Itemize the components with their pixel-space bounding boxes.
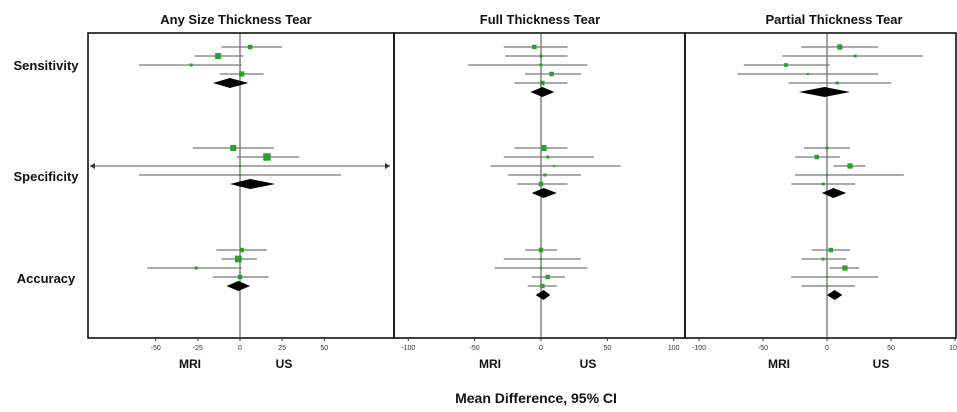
study-estimate-square <box>539 54 543 58</box>
panel-frame <box>684 32 957 339</box>
ci-arrow-left <box>90 163 95 169</box>
row-label-sensitivity: Sensitivity <box>13 58 79 73</box>
study-estimate-square <box>546 155 550 159</box>
study-estimate-square <box>539 266 543 270</box>
x-tick-label: 0 <box>825 345 829 352</box>
x-tick-label: 50 <box>603 345 611 352</box>
study-estimate-square <box>540 80 545 86</box>
side-label-us-1: US <box>276 357 293 371</box>
study-estimate-square <box>238 164 242 168</box>
study-estimate-square <box>237 274 243 280</box>
study-estimate-square <box>835 81 839 85</box>
x-tick-label: -50 <box>758 345 768 352</box>
summary-diamond <box>226 281 251 291</box>
study-estimate-square <box>239 71 245 77</box>
study-estimate-square <box>538 181 544 187</box>
study-estimate-square <box>543 173 547 177</box>
side-label-mri-1: MRI <box>179 357 201 371</box>
side-label-us-2: US <box>580 357 597 371</box>
study-estimate-square <box>189 63 193 67</box>
study-estimate-square <box>825 275 829 279</box>
panel-title-partial-thickness: Partial Thickness Tear <box>765 12 902 27</box>
x-tick-label: 100 <box>949 345 957 352</box>
study-estimate-square <box>539 257 543 261</box>
side-label-mri-3: MRI <box>768 357 790 371</box>
side-label-us-3: US <box>873 357 890 371</box>
study-estimate-square <box>806 72 809 76</box>
study-estimate-square <box>247 44 253 50</box>
x-tick-label: -100 <box>401 345 415 352</box>
study-estimate-square <box>234 255 242 263</box>
panel-title-any-size: Any Size Thickness Tear <box>160 12 312 27</box>
x-tick-label: 0 <box>238 345 242 352</box>
x-tick-label: 25 <box>278 345 286 352</box>
study-estimate-square <box>821 182 825 186</box>
summary-diamond <box>531 188 557 198</box>
x-axis-title: Mean Difference, 95% CI <box>455 390 617 406</box>
x-tick-label: 0 <box>539 345 543 352</box>
row-label-specificity: Specificity <box>13 169 79 184</box>
study-estimate-square <box>837 44 843 50</box>
study-estimate-square <box>825 284 829 288</box>
study-estimate-square <box>814 154 820 160</box>
study-estimate-square <box>215 53 222 59</box>
study-estimate-square <box>828 247 834 253</box>
summary-diamond <box>530 87 555 97</box>
summary-diamond <box>821 188 847 198</box>
x-tick-label: 50 <box>320 345 328 352</box>
summary-diamond <box>229 179 276 189</box>
side-label-mri-2: MRI <box>479 357 501 371</box>
study-estimate-square <box>538 247 544 253</box>
row-label-accuracy: Accuracy <box>17 271 76 286</box>
study-estimate-square <box>842 265 848 271</box>
study-estimate-square <box>263 153 271 161</box>
x-tick-label: -50 <box>470 345 480 352</box>
x-tick-label: 100 <box>668 345 680 352</box>
study-estimate-square <box>825 146 829 150</box>
x-tick-label: -100 <box>692 345 706 352</box>
study-estimate-square <box>821 257 825 261</box>
summary-diamond <box>535 290 551 300</box>
study-estimate-square <box>549 71 554 77</box>
x-tick-label: -25 <box>193 345 203 352</box>
study-estimate-square <box>194 266 198 270</box>
study-estimate-square <box>230 145 237 151</box>
study-estimate-square <box>847 163 853 169</box>
ci-arrow-right <box>385 163 390 169</box>
study-estimate-square <box>853 54 857 58</box>
x-tick-label: -50 <box>151 345 161 352</box>
study-estimate-square <box>238 173 242 177</box>
study-estimate-square <box>539 63 543 67</box>
study-estimate-square <box>540 283 545 289</box>
study-estimate-square <box>825 173 829 177</box>
study-estimate-square <box>239 247 244 253</box>
study-estimate-square <box>784 63 788 67</box>
summary-diamond <box>798 87 851 97</box>
study-estimate-square <box>532 44 537 50</box>
x-tick-label: 50 <box>887 345 895 352</box>
plot-marks: -50 -25 0 25 50 -100 -50 0 50 100 -100 -50 0 50 100 <box>87 32 957 352</box>
summary-diamond <box>827 290 843 300</box>
study-estimate-square <box>553 164 556 168</box>
study-estimate-square <box>545 274 550 280</box>
summary-diamond <box>213 78 249 88</box>
panel-title-full-thickness: Full Thickness Tear <box>480 12 600 27</box>
study-estimate-square <box>540 145 547 151</box>
